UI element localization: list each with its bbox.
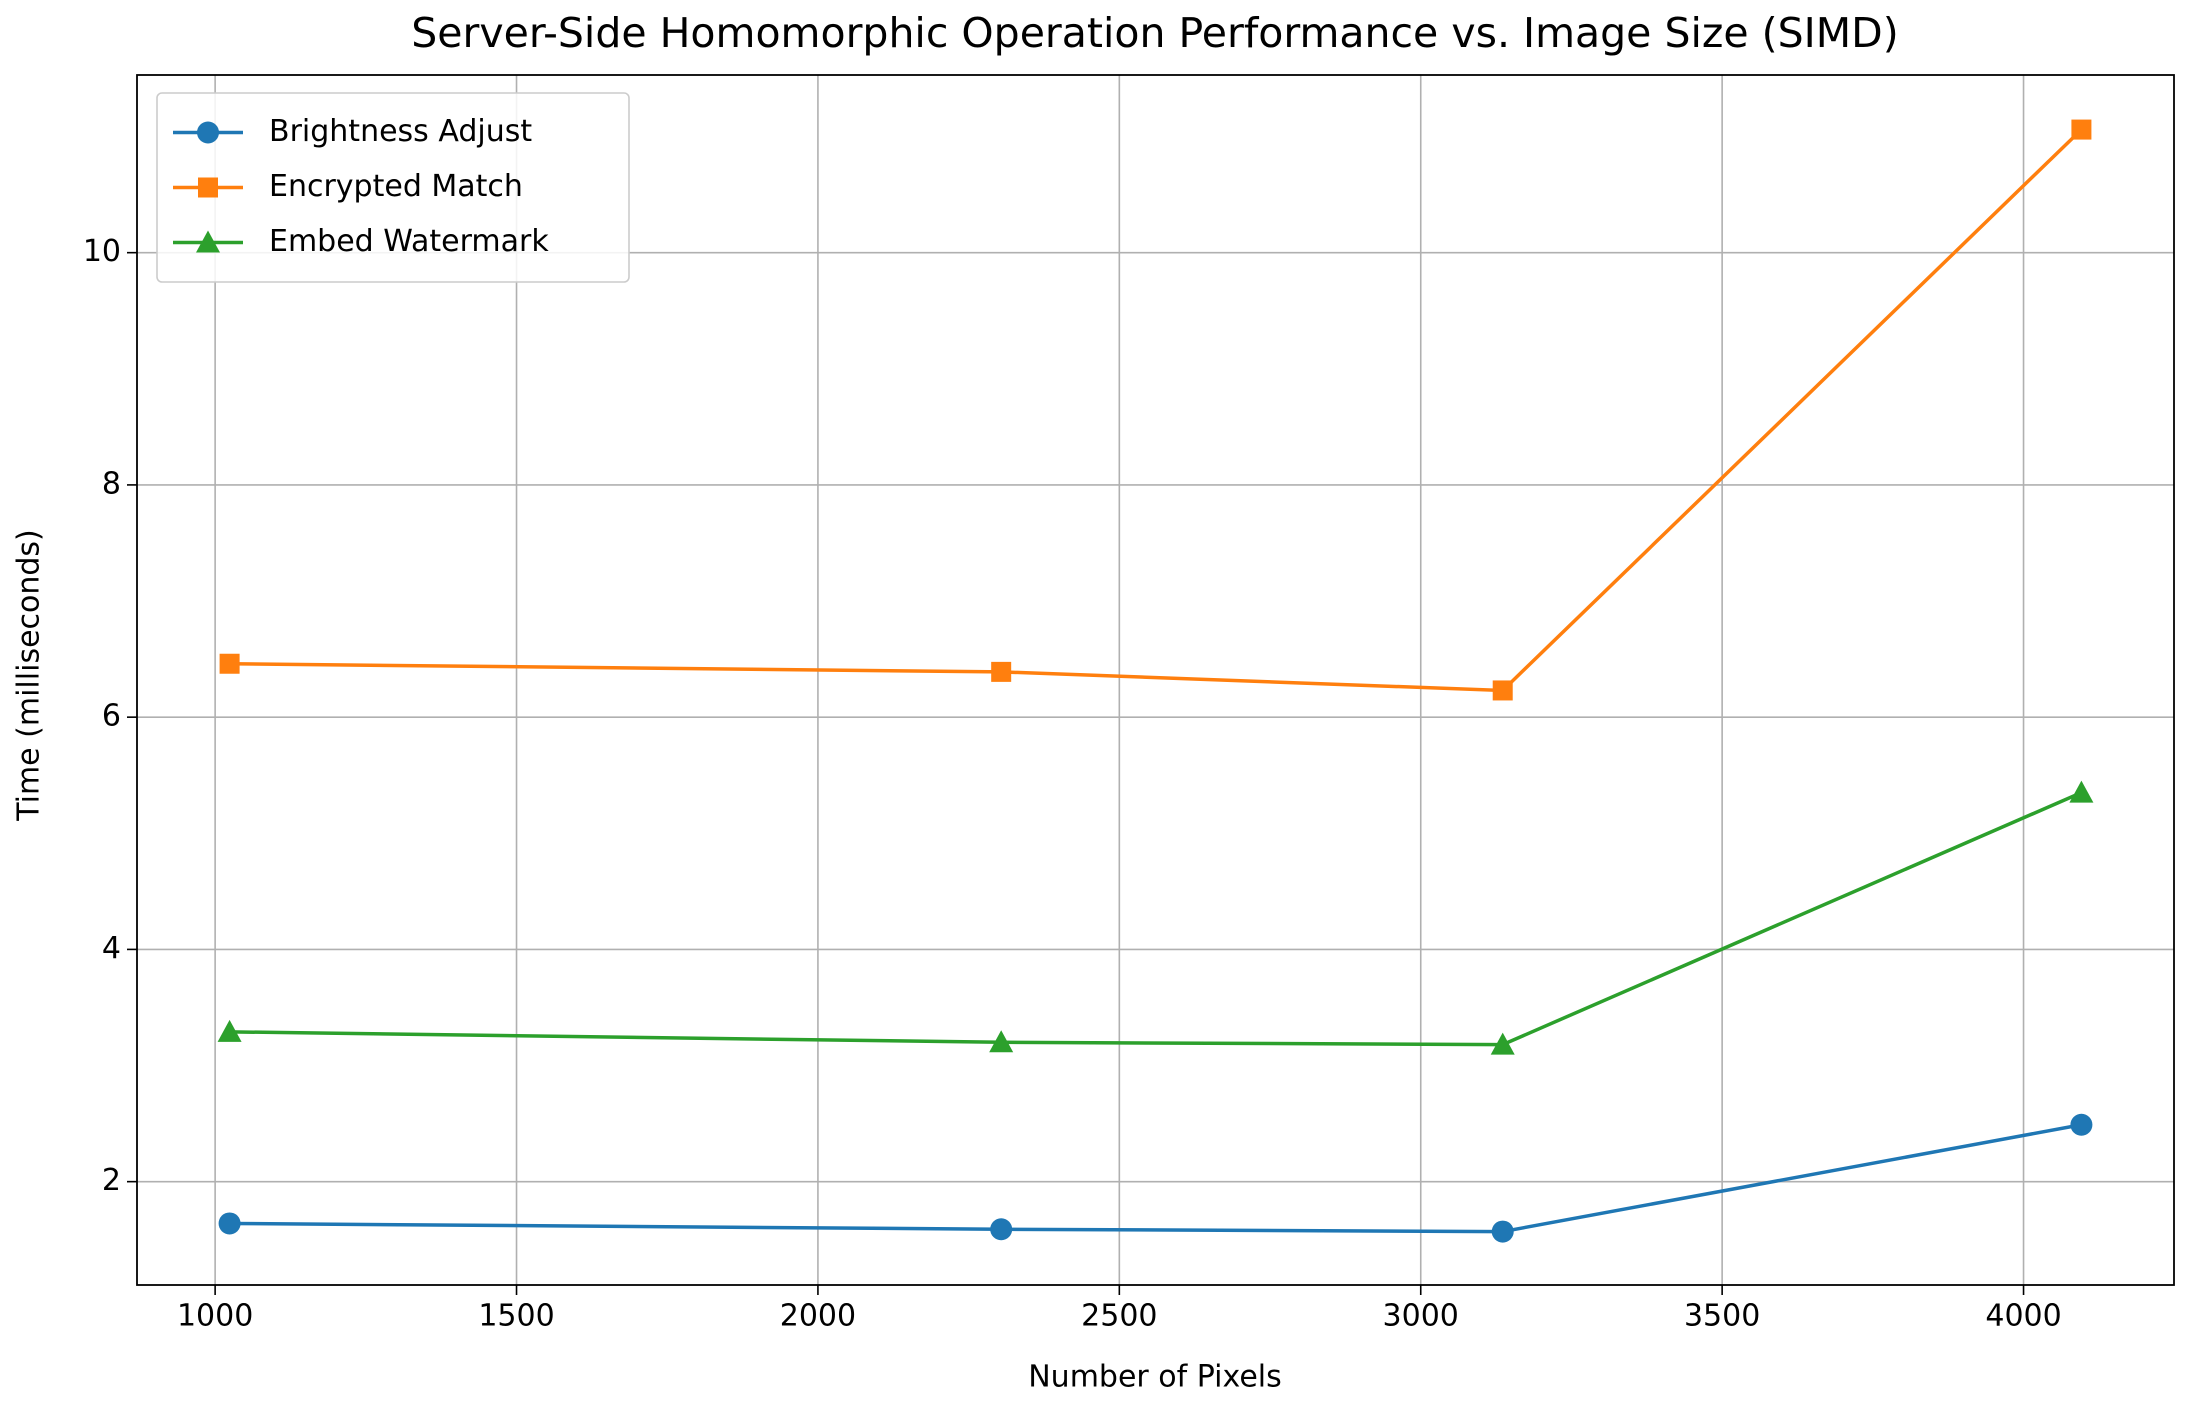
legend-marker	[198, 177, 218, 198]
y-tick-label: 4	[102, 931, 121, 966]
legend-marker	[197, 121, 219, 144]
legend-box	[156, 92, 630, 283]
marker	[218, 1212, 241, 1235]
plot-frame	[136, 74, 2175, 1286]
y-tick-label: 10	[83, 234, 121, 269]
marker	[1490, 1032, 1515, 1055]
series-line	[229, 128, 2083, 693]
series-line	[229, 1123, 2082, 1234]
x-tick-label: 1500	[478, 1299, 554, 1334]
y-axis-label: Time (milliseconds)	[12, 529, 47, 822]
x-tick-label: 2500	[1081, 1299, 1157, 1334]
legend-marker	[196, 230, 220, 253]
series-line	[229, 791, 2083, 1047]
x-tick-label: 4000	[1985, 1299, 2061, 1334]
x-tick-label: 2000	[780, 1299, 856, 1334]
marker	[2071, 119, 2092, 140]
chart-title: Server-Side Homomorphic Operation Perfor…	[411, 9, 1898, 57]
legend-label: Brightness Adjust	[269, 114, 532, 149]
legend-label: Encrypted Match	[269, 169, 523, 204]
x-tick-label: 1000	[177, 1299, 253, 1334]
marker	[990, 1218, 1013, 1241]
marker	[989, 1030, 1014, 1053]
marker	[217, 1019, 242, 1042]
legend-label: Embed Watermark	[269, 224, 549, 259]
marker	[991, 661, 1012, 682]
x-axis-label: Number of Pixels	[1028, 1360, 1282, 1395]
marker	[2069, 780, 2094, 803]
y-tick-label: 6	[102, 699, 121, 734]
y-tick-label: 8	[102, 466, 121, 501]
marker	[1492, 680, 1513, 701]
marker	[1491, 1220, 1514, 1243]
x-tick-label: 3500	[1684, 1299, 1760, 1334]
marker	[2070, 1113, 2093, 1136]
y-tick-label: 2	[102, 1163, 121, 1198]
x-tick-label: 3000	[1383, 1299, 1459, 1334]
marker	[219, 653, 240, 674]
